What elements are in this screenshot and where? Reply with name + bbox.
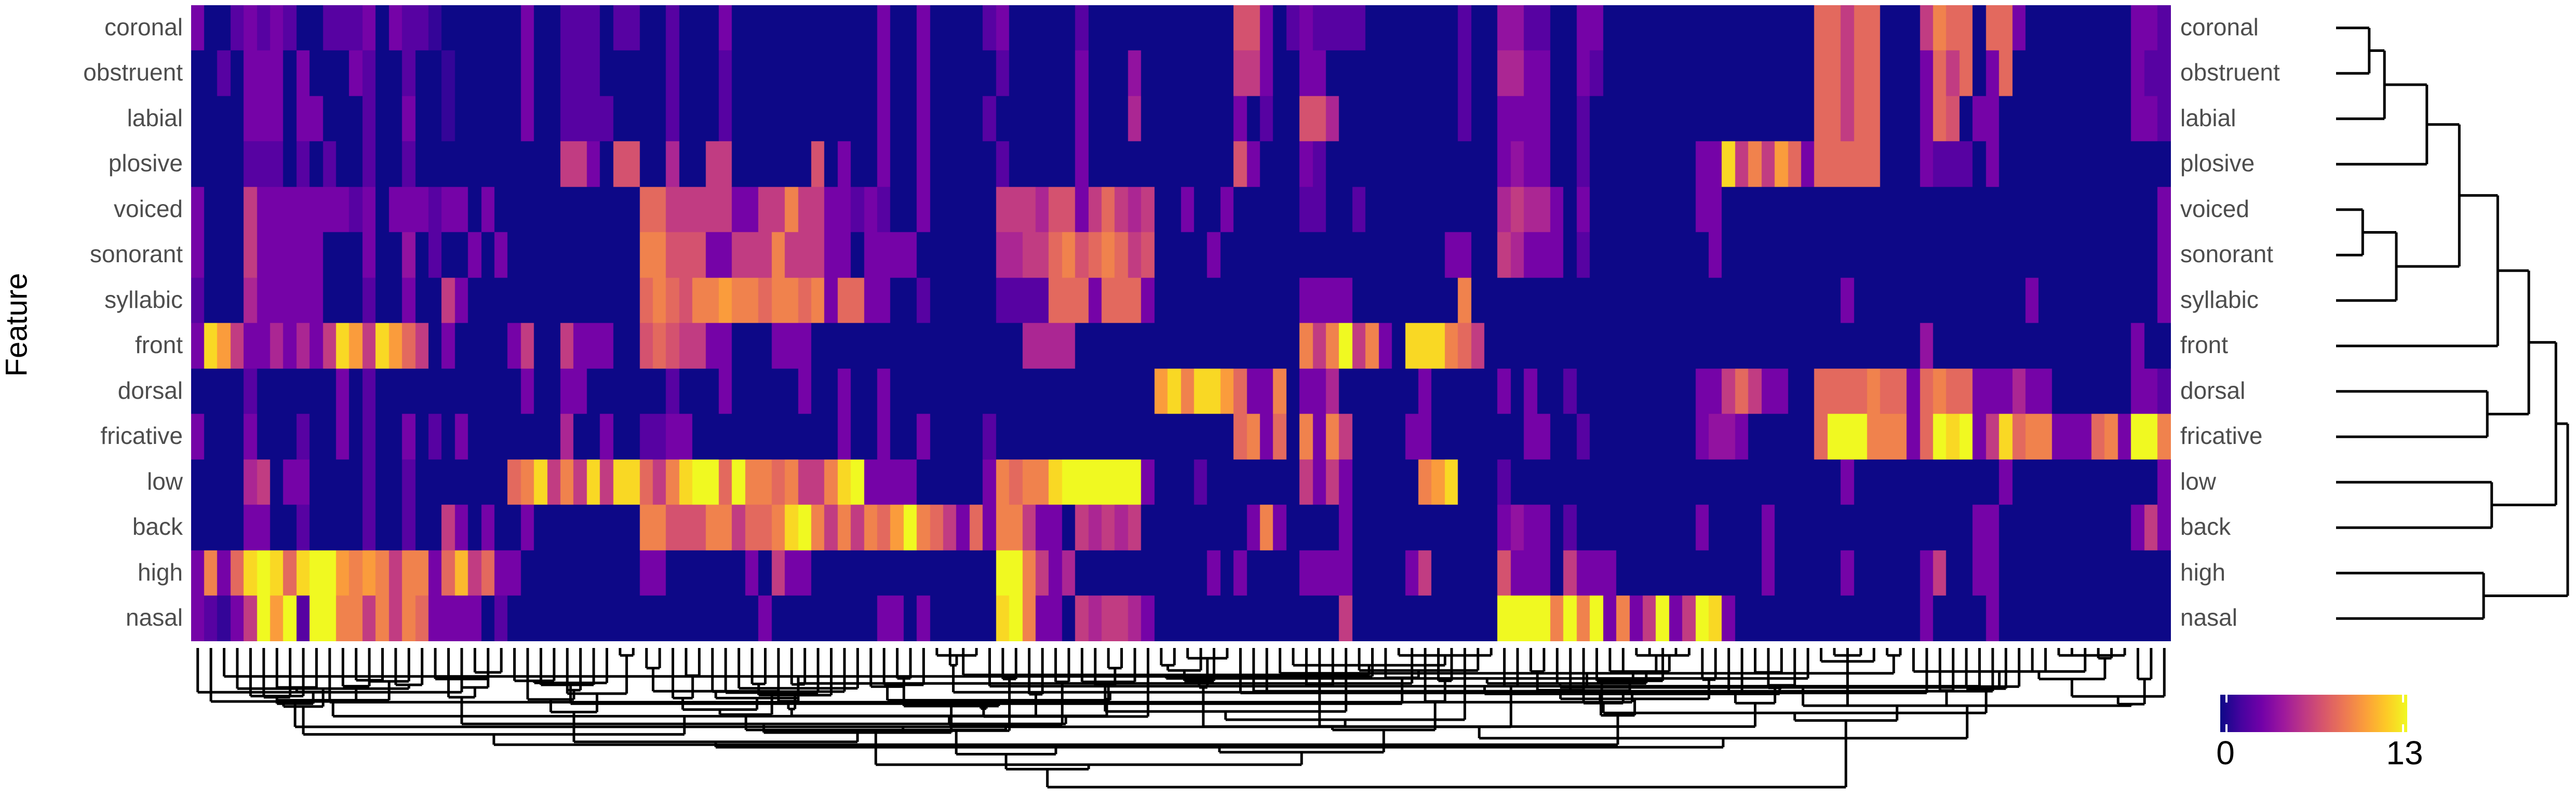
row-label-right: low	[2180, 467, 2217, 495]
row-label-left: coronal	[104, 13, 183, 40]
row-label-left: voiced	[114, 195, 183, 222]
row-label-right: syllabic	[2180, 286, 2259, 313]
row-label-right: nasal	[2180, 604, 2237, 631]
row-label-right: voiced	[2180, 195, 2249, 222]
row-label-right: dorsal	[2180, 376, 2246, 404]
row-label-left: low	[146, 467, 183, 495]
colorbar-tick-min-bottom	[2225, 724, 2228, 732]
colorbar-gradient	[2220, 695, 2407, 732]
row-label-left: high	[138, 558, 183, 586]
row-label-left: back	[132, 513, 183, 541]
row-label-left: obstruent	[83, 59, 183, 86]
colorbar-tick-max-top	[2402, 695, 2404, 703]
row-label-left: syllabic	[104, 286, 183, 313]
row-label-right: fricative	[2180, 422, 2263, 450]
row-label-right: sonorant	[2180, 240, 2274, 268]
row-label-right: front	[2180, 331, 2229, 359]
row-label-right: labial	[2180, 104, 2236, 131]
row-label-left: sonorant	[89, 240, 183, 268]
row-label-right: high	[2180, 558, 2225, 586]
row-label-left: nasal	[126, 604, 183, 631]
colorbar-tick-min-top	[2225, 695, 2228, 703]
heatmap	[191, 5, 2171, 641]
row-label-left: front	[135, 331, 183, 359]
row-label-left: fricative	[100, 422, 183, 450]
row-label-right: obstruent	[2180, 59, 2280, 86]
colorbar-label-max: 13	[2386, 734, 2423, 772]
row-label-right: back	[2180, 513, 2231, 541]
row-label-right: plosive	[2180, 150, 2255, 177]
row-label-right: coronal	[2180, 13, 2259, 40]
row-label-left: dorsal	[117, 376, 183, 404]
row-label-left: labial	[127, 104, 183, 131]
colorbar-label-min: 0	[2216, 734, 2235, 772]
colorbar-tick-max-bottom	[2402, 724, 2404, 732]
row-label-left: plosive	[108, 150, 183, 177]
